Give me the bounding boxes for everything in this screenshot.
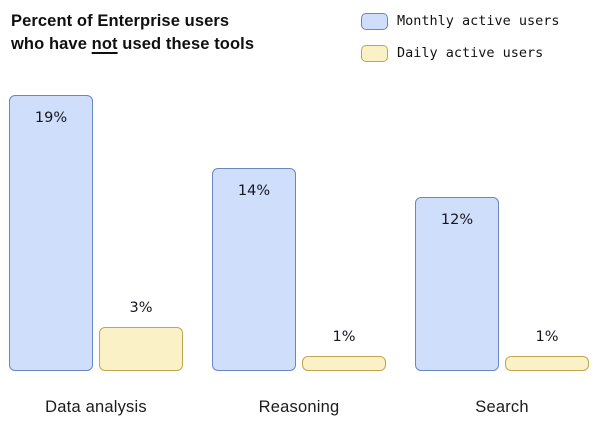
legend-label: Daily active users (397, 45, 544, 61)
title-line-2-emphasis: not (91, 35, 118, 53)
bar-monthly-active-users-reasoning (212, 168, 296, 371)
legend: Monthly active users Daily active users (361, 12, 560, 76)
chart-title: Percent of Enterprise users who have not… (11, 10, 254, 56)
title-line-2: who have not used these tools (11, 33, 254, 56)
value-label-daily-active-users-data-analysis: 3% (129, 300, 153, 316)
category-label-reasoning: Reasoning (258, 398, 340, 416)
value-label-monthly-active-users-search: 12% (440, 212, 474, 228)
legend-swatch-monthly-active-users (361, 12, 388, 30)
category-label-data-analysis: Data analysis (45, 398, 147, 416)
bar-monthly-active-users-search (415, 197, 499, 371)
title-line-1: Percent of Enterprise users (11, 12, 230, 30)
value-label-daily-active-users-reasoning: 1% (332, 329, 356, 345)
value-label-monthly-active-users-data-analysis: 19% (34, 110, 68, 126)
bar-monthly-active-users-data-analysis (9, 95, 93, 371)
bar-daily-active-users-data-analysis (99, 327, 183, 371)
bar-daily-active-users-reasoning (302, 356, 386, 371)
legend-swatch-daily-active-users (361, 44, 388, 62)
value-label-daily-active-users-search: 1% (535, 329, 559, 345)
legend-item-monthly-active-users: Monthly active users (361, 12, 560, 30)
title-line-2-suffix: used these tools (117, 35, 255, 53)
legend-label: Monthly active users (397, 13, 560, 29)
title-line-2-prefix: who have (11, 35, 92, 53)
legend-item-daily-active-users: Daily active users (361, 44, 560, 62)
category-label-search: Search (475, 398, 529, 416)
value-label-monthly-active-users-reasoning: 14% (237, 183, 271, 199)
bar-daily-active-users-search (505, 356, 589, 371)
